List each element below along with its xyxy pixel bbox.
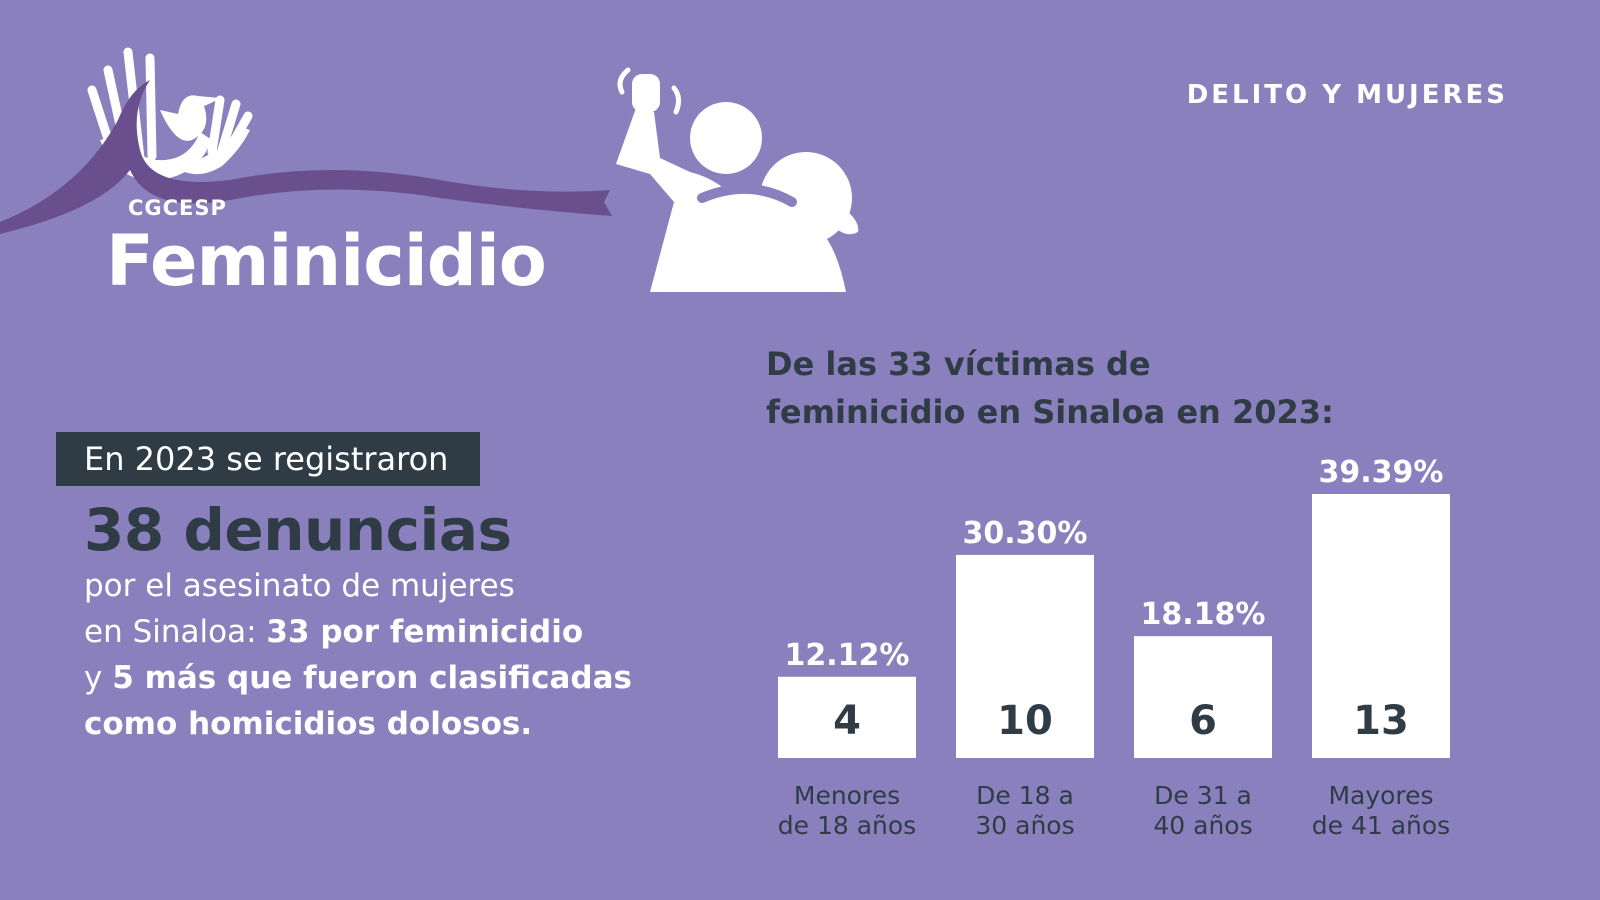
category-label: 40 años: [1153, 811, 1252, 840]
body-line-4-bold: como homicidios dolosos.: [84, 706, 533, 742]
category-label: de 18 años: [778, 811, 916, 840]
bar-percent-label: 30.30%: [963, 516, 1088, 551]
chart-title-line-2: feminicidio en Sinaloa en 2023:: [766, 393, 1334, 431]
body-line-3-bold: 5 más que fueron clasificadas: [112, 660, 632, 696]
page-title: Feminicidio: [106, 220, 547, 302]
bar-percent-label: 18.18%: [1141, 597, 1266, 632]
bar-percent-label: 12.12%: [785, 638, 910, 673]
bar-3: [1134, 636, 1272, 758]
category-label: Menores: [794, 781, 900, 810]
body-line-2-bold: 33 por feminicidio: [266, 614, 584, 650]
body-line-2: en Sinaloa: 33 por feminicidio: [84, 614, 583, 650]
body-line-3-regular: y: [84, 660, 113, 696]
chart-title-line-1: De las 33 víctimas de: [766, 345, 1151, 383]
bar-value-label: 4: [833, 698, 861, 744]
violence-figures-icon: [616, 67, 859, 292]
bar-1: [778, 676, 916, 758]
bar-value-label: 10: [997, 698, 1053, 744]
category-label: Mayores: [1328, 781, 1433, 810]
category-label: De 31 a: [1154, 781, 1252, 810]
body-line-4: como homicidios dolosos.: [84, 706, 532, 742]
headline-count: 38 denuncias: [84, 496, 512, 564]
bar-value-label: 13: [1353, 698, 1409, 744]
brand-org: CGCESP: [128, 196, 227, 220]
bar-value-label: 6: [1189, 698, 1217, 744]
category-label: 30 años: [975, 811, 1074, 840]
intro-label-box: En 2023 se registraron: [56, 432, 480, 486]
section-label: DELITO Y MUJERES: [1186, 80, 1508, 110]
body-line-1: por el asesinato de mujeres: [84, 568, 515, 604]
body-line-3: y 5 más que fueron clasificadas: [84, 660, 632, 696]
chart-title: De las 33 víctimas de feminicidio en Sin…: [766, 340, 1334, 436]
body-line-2-regular: en Sinaloa:: [84, 614, 267, 650]
bar-2: [956, 554, 1094, 758]
category-label: De 18 a: [976, 781, 1074, 810]
ribbon-hands-dove-logo-icon: [0, 47, 612, 234]
category-label: de 41 años: [1312, 811, 1450, 840]
bar-percent-label: 39.39%: [1319, 455, 1444, 490]
bar-4: [1312, 494, 1450, 758]
